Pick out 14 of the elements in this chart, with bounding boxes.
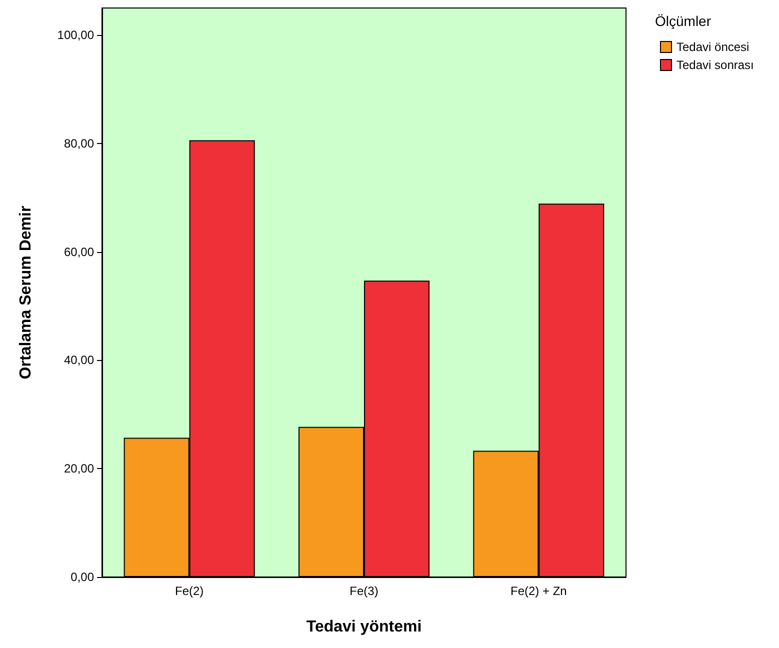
y-tick-label: 20,00: [64, 462, 94, 476]
y-tick-label: 60,00: [64, 244, 94, 259]
x-tick-label: Fe(2): [174, 584, 204, 598]
x-axis-title: Tedavi yöntemi: [306, 618, 422, 636]
y-tick-label: 100,00: [57, 28, 94, 42]
legend-label: Tedavi öncesi: [676, 40, 750, 54]
y-axis-title: Ortalama Serum Demir: [18, 206, 34, 380]
y-tick-label: 40,00: [64, 353, 94, 368]
x-tick-label: Fe(3): [350, 584, 378, 598]
legend-label: Tedavi sonrası: [676, 58, 754, 72]
y-tick-label: 80,00: [64, 136, 94, 150]
y-tick-label: 0,00: [70, 570, 94, 584]
legend-title: Ölçümler: [655, 13, 712, 29]
x-tick-label: Fe(2) + Zn: [510, 584, 567, 598]
